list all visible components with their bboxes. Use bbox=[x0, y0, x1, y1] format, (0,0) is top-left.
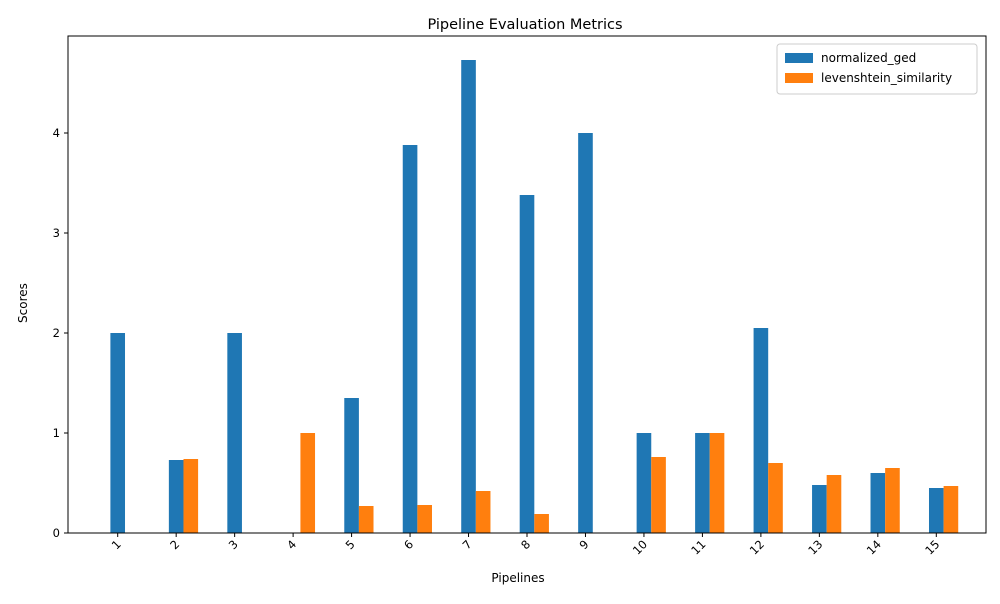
bar-levenshtein_similarity-2 bbox=[183, 459, 199, 533]
y-tick-label: 4 bbox=[53, 126, 60, 140]
bar-levenshtein_similarity-15 bbox=[943, 486, 959, 533]
bar-normalized_ged-8 bbox=[519, 195, 535, 533]
x-axis-label: Pipelines bbox=[491, 571, 544, 585]
bars-group bbox=[110, 60, 959, 533]
bar-levenshtein_similarity-10 bbox=[651, 457, 666, 533]
y-tick-label: 2 bbox=[53, 326, 60, 340]
bar-normalized_ged-12 bbox=[753, 328, 769, 533]
y-tick-label: 0 bbox=[53, 526, 60, 540]
plot-frame bbox=[67, 35, 987, 534]
bar-normalized_ged-14 bbox=[870, 473, 886, 533]
bar-normalized_ged-3 bbox=[227, 333, 242, 533]
bar-normalized_ged-1 bbox=[110, 333, 126, 533]
bar-normalized_ged-15 bbox=[928, 488, 944, 533]
bar-levenshtein_similarity-6 bbox=[417, 505, 432, 533]
legend: normalized_ged levenshtein_similarity bbox=[776, 43, 978, 95]
bar-levenshtein_similarity-11 bbox=[709, 433, 725, 533]
bar-normalized_ged-10 bbox=[636, 433, 652, 533]
legend-swatch-levenshtein_similarity bbox=[785, 73, 813, 83]
bar-normalized_ged-5 bbox=[344, 398, 359, 533]
bar-levenshtein_similarity-4 bbox=[300, 433, 316, 533]
y-tick-label: 3 bbox=[53, 226, 60, 240]
chart-title: Pipeline Evaluation Metrics bbox=[427, 17, 622, 33]
legend-swatch-normalized_ged bbox=[785, 53, 813, 63]
bar-levenshtein_similarity-8 bbox=[534, 514, 549, 533]
bar-normalized_ged-2 bbox=[168, 460, 184, 533]
bar-normalized_ged-9 bbox=[578, 133, 593, 533]
bar-normalized_ged-11 bbox=[695, 433, 710, 533]
y-tick-label: 1 bbox=[53, 426, 60, 440]
bar-normalized_ged-13 bbox=[812, 485, 827, 533]
y-axis-label: Scores bbox=[16, 283, 30, 323]
bar-levenshtein_similarity-7 bbox=[475, 491, 491, 533]
y-axis-ticks: 0 1 2 3 4 bbox=[53, 126, 68, 540]
bar-normalized_ged-7 bbox=[461, 60, 476, 533]
bar-normalized_ged-6 bbox=[402, 145, 418, 533]
bar-levenshtein_similarity-14 bbox=[885, 468, 900, 533]
bar-levenshtein_similarity-13 bbox=[826, 475, 842, 533]
bar-levenshtein_similarity-12 bbox=[768, 463, 783, 533]
legend-frame bbox=[776, 43, 978, 95]
legend-label-levenshtein_similarity: levenshtein_similarity bbox=[821, 71, 952, 85]
bar-levenshtein_similarity-5 bbox=[358, 506, 374, 533]
legend-label-normalized_ged: normalized_ged bbox=[821, 51, 916, 65]
